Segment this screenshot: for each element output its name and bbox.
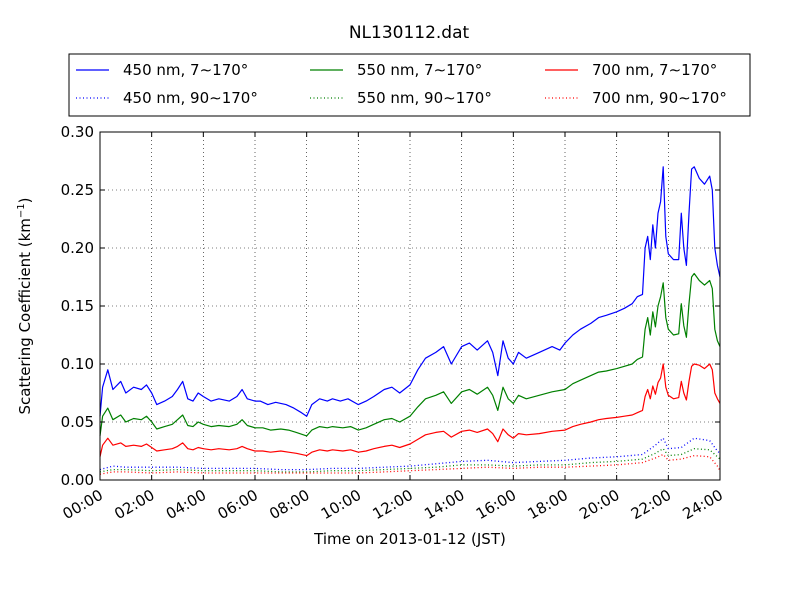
x-tick-label: 14:00 [421,486,467,523]
x-axis: 00:00 02:00 04:00 06:00 08:00 10:00 12:00 14:00… [60,132,726,523]
legend-label: 550 nm, 7∼170° [357,61,482,79]
legend-box [68,53,751,117]
y-tick-label: 0.05 [61,413,94,431]
x-tick-label: 16:00 [473,486,519,523]
x-tick-label: 02:00 [111,486,157,523]
series-line [99,363,721,457]
x-tick-label: 24:00 [680,486,726,523]
y-tick-label: 0.30 [61,123,94,141]
y-tick-label: 0.25 [61,181,94,199]
x-axis-label: Time on 2013-01-12 (JST) [313,530,506,548]
y-axis-label-exponent: −1 [16,203,27,218]
legend-label: 550 nm, 90∼170° [357,89,492,107]
x-tick-label: 10:00 [318,486,364,523]
y-tick-label: 0.00 [61,471,94,489]
y-axis: 0.00 0.05 0.10 0.15 0.20 0.25 0.30 [61,123,720,489]
series-line [99,166,721,417]
series-line [99,272,721,437]
x-tick-label: 00:00 [60,486,106,523]
x-tick-label: 04:00 [163,486,209,523]
legend-label: 700 nm, 7∼170° [592,61,717,79]
x-tick-label: 08:00 [266,486,312,523]
y-axis-label: Scattering Coefficient (km−1) [16,197,34,414]
legend: 450 nm, 7∼170° 550 nm, 7∼170° 700 nm, 7∼17… [68,53,751,117]
grid [100,132,720,480]
y-tick-label: 0.15 [61,297,94,315]
legend-label: 450 nm, 7∼170° [123,61,248,79]
chart-title: NL130112.dat [349,23,470,43]
x-tick-label: 12:00 [370,486,416,523]
series-line [99,437,721,471]
y-axis-label-close: ) [16,197,34,203]
x-tick-label: 06:00 [215,486,261,523]
legend-label: 450 nm, 90∼170° [123,89,258,107]
y-tick-label: 0.10 [61,355,94,373]
y-tick-label: 0.20 [61,239,94,257]
x-tick-label: 20:00 [576,486,622,523]
x-tick-label: 18:00 [525,486,571,523]
series-layer [99,166,721,475]
legend-label: 700 nm, 90∼170° [592,89,727,107]
x-tick-label: 22:00 [628,486,674,523]
y-axis-label-main: Scattering Coefficient (km [16,218,34,414]
